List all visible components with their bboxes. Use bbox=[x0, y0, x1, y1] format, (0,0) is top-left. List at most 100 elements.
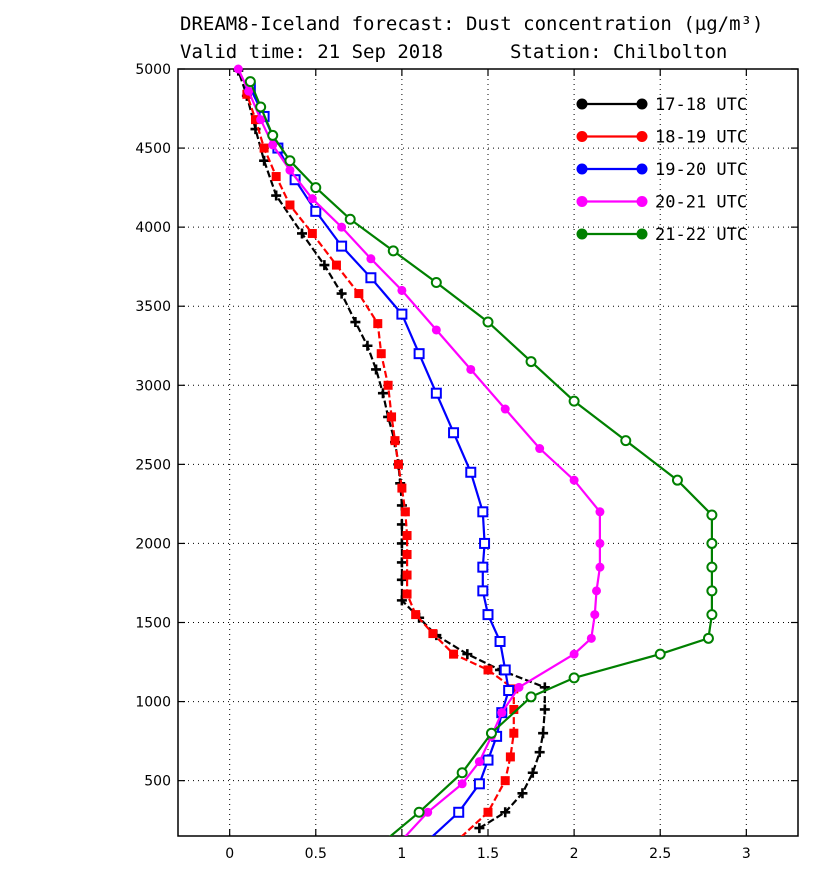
data-point bbox=[383, 380, 393, 390]
open-square-mark bbox=[448, 427, 460, 439]
square-mark bbox=[411, 610, 421, 620]
data-point bbox=[430, 276, 442, 288]
square-mark bbox=[483, 665, 493, 675]
open-circle-mark bbox=[706, 537, 718, 549]
square-mark bbox=[285, 200, 295, 210]
plus-mark bbox=[396, 574, 407, 585]
data-point bbox=[527, 767, 538, 778]
open-circle-mark bbox=[706, 561, 718, 573]
open-square-mark bbox=[479, 537, 491, 549]
square-mark bbox=[483, 807, 493, 817]
data-point bbox=[244, 86, 254, 96]
data-point bbox=[654, 648, 666, 660]
series-line bbox=[237, 68, 602, 836]
data-point bbox=[465, 466, 477, 478]
data-point bbox=[251, 115, 260, 125]
x-tick-label: 2 bbox=[570, 846, 579, 862]
open-circle-mark bbox=[377, 839, 386, 848]
data-point bbox=[411, 610, 421, 620]
data-point bbox=[509, 728, 519, 738]
y-tick-label: 2000 bbox=[135, 536, 171, 552]
open-square-mark bbox=[453, 806, 465, 818]
legend-marker-left bbox=[576, 228, 588, 240]
open-square-mark bbox=[310, 205, 322, 217]
data-point bbox=[271, 190, 282, 201]
open-square-mark bbox=[477, 506, 489, 518]
filled-circle-mark bbox=[466, 364, 476, 374]
legend-label: 19-20 UTC bbox=[655, 160, 747, 180]
series-21-22-utc bbox=[244, 76, 718, 848]
data-point bbox=[336, 288, 347, 299]
open-circle-mark bbox=[482, 316, 494, 328]
filled-circle-mark bbox=[307, 194, 317, 204]
filled-circle-mark bbox=[497, 708, 507, 718]
data-point bbox=[397, 483, 407, 493]
data-point bbox=[538, 728, 549, 739]
series-group bbox=[233, 64, 718, 848]
data-point bbox=[430, 387, 442, 399]
filled-circle-mark bbox=[457, 779, 467, 789]
square-mark bbox=[505, 752, 515, 762]
data-point bbox=[307, 194, 317, 204]
open-square-mark bbox=[482, 754, 494, 766]
data-point bbox=[477, 506, 489, 518]
legend-label: 18-19 UTC bbox=[655, 128, 747, 148]
legend-label: 17-18 UTC bbox=[655, 95, 747, 115]
data-point bbox=[319, 260, 330, 271]
open-square-mark bbox=[336, 240, 348, 252]
data-point bbox=[671, 474, 683, 486]
data-point bbox=[362, 340, 373, 351]
series-line bbox=[249, 81, 714, 836]
data-point bbox=[514, 682, 524, 692]
square-mark bbox=[402, 570, 412, 580]
data-point bbox=[706, 585, 718, 597]
square-mark bbox=[331, 260, 341, 270]
open-square-mark bbox=[503, 685, 515, 697]
data-point bbox=[482, 754, 494, 766]
square-mark bbox=[376, 349, 386, 359]
plus-mark bbox=[297, 228, 307, 239]
plus-mark bbox=[319, 260, 330, 271]
square-mark bbox=[402, 550, 412, 560]
open-square-mark bbox=[482, 609, 494, 621]
square-mark bbox=[428, 629, 438, 639]
legend-label: 21-22 UTC bbox=[655, 225, 747, 245]
axes: 0 0.5 1 1.5 2 2.5 3500100015002000250030003500… bbox=[135, 62, 799, 862]
data-point bbox=[500, 776, 510, 786]
data-point bbox=[595, 562, 605, 572]
open-circle-mark bbox=[706, 609, 718, 621]
data-point bbox=[482, 316, 494, 328]
legend-label: 20-21 UTC bbox=[655, 193, 747, 213]
open-circle-mark bbox=[568, 395, 580, 407]
open-circle-mark bbox=[413, 806, 425, 818]
open-square-mark bbox=[499, 664, 511, 676]
open-circle-mark bbox=[706, 585, 718, 597]
legend-item: 17-18 UTC bbox=[576, 95, 747, 115]
data-point bbox=[568, 672, 580, 684]
plus-mark bbox=[474, 823, 485, 834]
data-point bbox=[449, 839, 458, 848]
legend-marker-right bbox=[636, 196, 648, 207]
open-circle-mark bbox=[310, 182, 322, 194]
square-mark bbox=[400, 507, 410, 517]
data-point bbox=[466, 364, 476, 374]
plus-mark bbox=[371, 364, 382, 375]
data-point bbox=[706, 537, 718, 549]
open-circle-mark bbox=[706, 509, 718, 521]
plus-mark bbox=[527, 767, 538, 778]
plus-mark bbox=[534, 747, 545, 758]
plus-mark bbox=[396, 557, 407, 568]
data-point bbox=[482, 609, 494, 621]
data-point bbox=[259, 155, 270, 166]
data-point bbox=[244, 76, 256, 88]
filled-circle-mark bbox=[592, 586, 601, 596]
data-point bbox=[371, 364, 382, 375]
data-point bbox=[365, 272, 377, 284]
data-point bbox=[397, 285, 407, 295]
open-square-mark bbox=[494, 635, 506, 647]
data-point bbox=[285, 200, 295, 210]
plus-mark bbox=[539, 704, 550, 715]
legend-item: 20-21 UTC bbox=[576, 193, 747, 213]
square-mark bbox=[373, 319, 383, 329]
data-point bbox=[233, 64, 243, 74]
